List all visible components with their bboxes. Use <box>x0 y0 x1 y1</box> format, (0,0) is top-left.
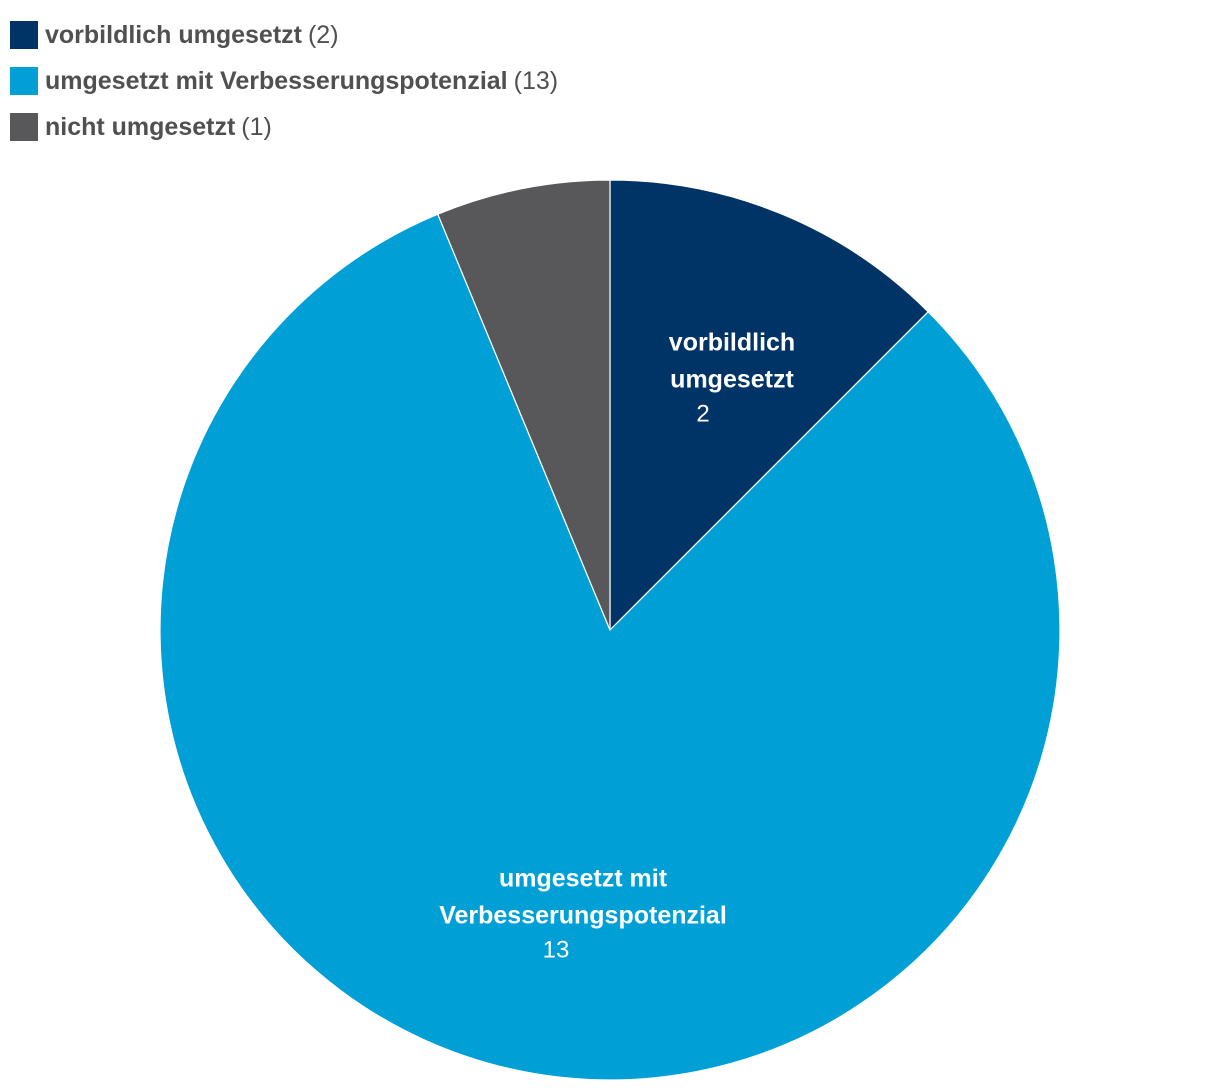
legend-swatch-verbesserung <box>10 67 38 95</box>
pie-slice-1[interactable] <box>159 213 1061 1081</box>
chart-legend: vorbildlich umgesetzt (2) umgesetzt mit … <box>10 12 558 150</box>
legend-label-vorbildlich: vorbildlich umgesetzt <box>45 20 302 49</box>
legend-count-nicht: (1) <box>241 112 272 141</box>
legend-label-nicht: nicht umgesetzt <box>45 112 236 141</box>
legend-item-verbesserung[interactable]: umgesetzt mit Verbesserungspotenzial (13… <box>10 58 558 104</box>
legend-swatch-vorbildlich <box>10 21 38 49</box>
legend-swatch-nicht <box>10 113 38 141</box>
slice-value-0: 2 <box>696 400 709 427</box>
slice-value-1: 13 <box>543 936 570 963</box>
legend-count-verbesserung: (13) <box>513 66 559 95</box>
legend-item-vorbildlich[interactable]: vorbildlich umgesetzt (2) <box>10 12 558 58</box>
pie-slice-0[interactable] <box>609 179 929 631</box>
slice-label-1-line-0: umgesetzt mit <box>499 865 668 893</box>
slice-label-0-line-1: umgesetzt <box>670 366 794 394</box>
legend-count-vorbildlich: (2) <box>307 20 339 49</box>
legend-label-verbesserung: umgesetzt mit Verbesserungspotenzial <box>45 66 508 95</box>
slice-label-0-line-0: vorbildlich <box>669 329 795 357</box>
legend-item-nicht[interactable]: nicht umgesetzt (1) <box>10 104 558 150</box>
slice-label-1-line-1: Verbesserungspotenzial <box>439 902 727 930</box>
pie-slice-2[interactable] <box>437 179 611 631</box>
